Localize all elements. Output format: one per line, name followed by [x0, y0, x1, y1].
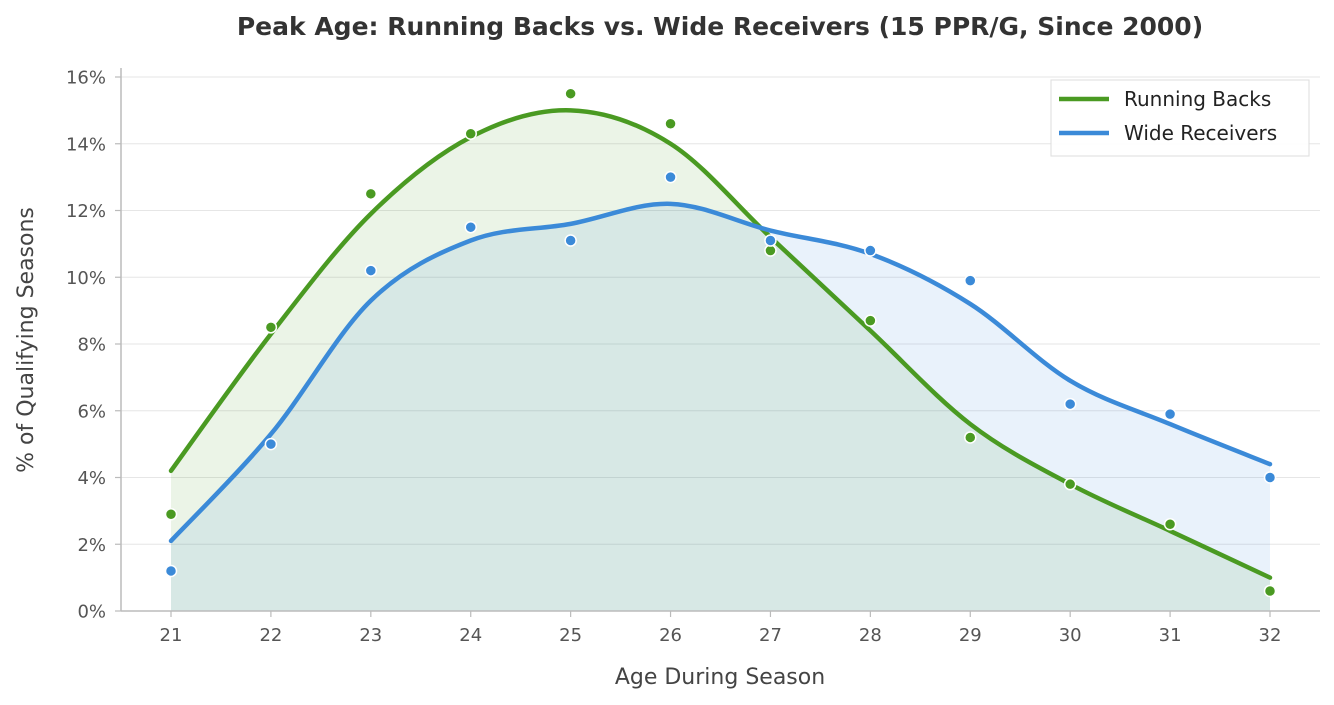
- data-point: [1263, 584, 1277, 598]
- y-axis-title: % of Qualifying Seasons: [14, 207, 39, 473]
- series-areas: [171, 110, 1270, 611]
- data-point: [264, 321, 278, 334]
- data-point: [464, 220, 477, 234]
- data-point: [664, 117, 677, 130]
- y-tick-label: 8%: [77, 335, 106, 356]
- data-point: [164, 507, 178, 521]
- data-point: [764, 234, 777, 247]
- data-point: [964, 274, 977, 287]
- y-tick-label: 12%: [66, 201, 106, 222]
- x-tick-label: 21: [160, 625, 183, 646]
- data-point: [564, 87, 577, 100]
- x-tick-label: 24: [459, 625, 482, 646]
- data-points: [164, 87, 1277, 598]
- x-tick-label: 29: [959, 625, 982, 646]
- x-tick-label: 25: [559, 625, 582, 646]
- x-tick-label: 31: [1159, 625, 1182, 646]
- x-tick-label: 28: [859, 625, 882, 646]
- x-tick-label: 30: [1059, 625, 1082, 646]
- y-tick-label: 6%: [77, 401, 106, 422]
- data-point: [864, 314, 877, 327]
- data-point: [1163, 517, 1177, 531]
- y-tick-label: 16%: [66, 68, 106, 89]
- legend-box: [1050, 79, 1310, 157]
- x-axis-title: Age During Season: [615, 665, 825, 690]
- y-tick-label: 4%: [77, 468, 106, 489]
- y-tick-label: 14%: [66, 134, 106, 155]
- data-point: [864, 244, 877, 257]
- data-point: [1263, 471, 1277, 484]
- x-tick-label: 23: [359, 625, 382, 646]
- data-point: [664, 170, 677, 184]
- data-point: [464, 127, 477, 140]
- data-point: [1063, 477, 1077, 491]
- legend-label: Wide Receivers: [1124, 121, 1277, 145]
- series-area-1: [171, 203, 1270, 611]
- data-point: [164, 564, 178, 578]
- x-tick-label: 32: [1259, 625, 1282, 646]
- series-area-0: [171, 110, 1270, 611]
- series-line-1: [168, 201, 1273, 544]
- data-point: [564, 234, 577, 247]
- x-tick-label: 22: [259, 625, 282, 646]
- x-tick-label: 26: [659, 625, 682, 646]
- y-tick-label: 10%: [66, 268, 106, 289]
- y-tick-label: 0%: [77, 602, 106, 623]
- tick-labels: 0% 2% 4% 6% 8% 10% 12% 14% 16% 21 22 23 24 25 26 27 28 29…: [66, 68, 1281, 647]
- data-point: [264, 437, 278, 451]
- x-tick-label: 27: [759, 625, 782, 646]
- y-tick-label: 2%: [77, 535, 106, 556]
- data-point: [1063, 397, 1077, 411]
- grid: [121, 76, 1320, 612]
- data-point: [964, 431, 977, 444]
- chart-title: Peak Age: Running Backs vs. Wide Receive…: [237, 12, 1203, 41]
- data-point: [364, 187, 378, 201]
- legend: Running Backs Wide Receivers: [1050, 79, 1310, 157]
- data-point: [1163, 407, 1177, 421]
- data-point: [364, 264, 378, 277]
- axes: [120, 68, 1320, 612]
- legend-label: Running Backs: [1124, 87, 1271, 111]
